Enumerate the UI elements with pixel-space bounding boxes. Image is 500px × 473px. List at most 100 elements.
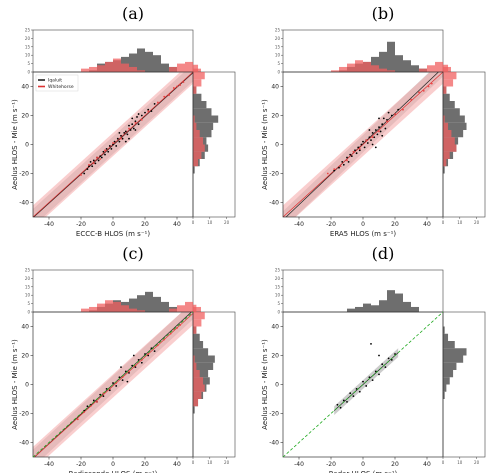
- top-histogram-bar: [395, 55, 403, 72]
- x-tick-label: -20: [326, 461, 336, 468]
- right-histogram-bar: [193, 406, 195, 414]
- right-histogram-bar: [443, 144, 457, 152]
- right-histogram-bar: [193, 122, 197, 130]
- data-point: [346, 401, 348, 403]
- y-tick-label: -20: [269, 171, 279, 178]
- data-point: [80, 174, 82, 176]
- right-histogram-bar: [443, 93, 450, 101]
- data-point: [336, 403, 339, 406]
- x-tick-label: 40: [173, 461, 181, 468]
- right-histogram-bar: [443, 151, 450, 159]
- top-histogram-bar: [185, 301, 193, 312]
- legend-box: [35, 74, 79, 92]
- chart-panel-4: (d) 0 5 10 15 20 25 0 10 20 -40 -20 0 20 40 -40 -20 0 20 40…: [261, 244, 486, 473]
- data-point: [140, 358, 143, 361]
- data-point: [363, 146, 366, 149]
- data-point: [358, 147, 361, 150]
- data-point: [140, 118, 143, 121]
- top-histogram-tick-label: 0: [277, 310, 280, 315]
- data-point: [384, 127, 387, 130]
- data-point: [113, 140, 116, 143]
- right-histogram-bar: [193, 341, 204, 349]
- data-point: [89, 405, 92, 408]
- data-point: [86, 405, 89, 408]
- top-histogram-tick-label: 0: [27, 310, 30, 315]
- x-axis-label: Radar HLOS (m s⁻¹): [329, 470, 398, 473]
- top-histogram-bar: [395, 293, 403, 312]
- top-histogram: 0 5 10 15 20 25: [25, 28, 201, 75]
- top-histogram-bar: [105, 300, 113, 312]
- top-histogram-bar: [347, 308, 355, 312]
- data-point: [153, 103, 156, 105]
- top-histogram-bar: [81, 308, 89, 312]
- fit-line: [34, 313, 193, 457]
- data-point: [365, 139, 368, 142]
- panel-label: (b): [372, 4, 395, 23]
- panel-label: (a): [122, 4, 144, 23]
- right-histogram: 0 10 20: [192, 304, 236, 465]
- data-point: [121, 376, 124, 379]
- data-point: [134, 120, 137, 123]
- right-histogram-bar: [193, 370, 209, 378]
- right-histogram-bar: [443, 370, 454, 378]
- x-tick-label: 0: [361, 461, 365, 468]
- y-tick-label: 20: [271, 353, 279, 360]
- y-tick-label: 40: [271, 324, 279, 331]
- chart-panel-2: (b) 0 5 10 15 20 25 0 10 20 -40 -20 0 20 40 -40 -20 0 20 40…: [261, 4, 486, 238]
- data-point: [387, 111, 390, 114]
- data-point: [112, 142, 114, 144]
- top-histogram-tick-label: 20: [25, 276, 31, 281]
- data-point: [342, 163, 345, 166]
- data-point: [120, 366, 122, 368]
- data-point: [140, 114, 143, 117]
- one-to-one-line: [32, 311, 194, 458]
- data-point: [123, 132, 126, 134]
- data-point: [134, 364, 137, 367]
- right-histogram: 0 10 20: [192, 64, 236, 225]
- right-histogram-bar: [443, 108, 460, 116]
- top-histogram-bar: [161, 301, 169, 312]
- data-point: [134, 129, 137, 131]
- top-histogram-tick-label: 0: [27, 70, 30, 75]
- top-histogram-bar: [129, 53, 137, 72]
- data-point: [134, 366, 137, 368]
- data-point: [136, 116, 138, 118]
- data-point: [362, 140, 364, 143]
- top-histogram-bar: [153, 55, 161, 72]
- data-point: [358, 149, 361, 152]
- top-histogram-bar: [105, 61, 113, 72]
- top-histogram-bar: [411, 65, 419, 72]
- scatter-plot: -40 -20 0 20 40 -40 -20 0 20 40 Radiosonde HLOS (m…: [11, 311, 194, 473]
- data-point: [373, 136, 376, 139]
- data-point: [102, 395, 105, 397]
- data-point: [115, 385, 118, 387]
- data-point: [397, 108, 400, 111]
- data-point: [381, 123, 384, 126]
- data-point: [339, 165, 342, 168]
- data-point: [128, 124, 130, 127]
- data-point: [118, 376, 121, 379]
- right-histogram-bar: [443, 72, 457, 80]
- right-histogram-bar: [443, 115, 445, 123]
- data-point: [121, 379, 124, 382]
- data-point: [360, 143, 363, 146]
- data-point: [394, 113, 396, 115]
- data-point: [163, 95, 166, 98]
- right-histogram-tick-label: 10: [457, 220, 463, 225]
- data-point: [339, 406, 342, 409]
- top-histogram-bar: [387, 41, 395, 72]
- right-histogram-bar: [443, 159, 447, 167]
- top-histogram: 0 5 10 15 20 25: [275, 28, 451, 75]
- top-histogram-tick-label: 10: [25, 293, 31, 298]
- x-axis-label: ERA5 HLOS (m s⁻¹): [330, 230, 396, 238]
- top-histogram-bar: [169, 308, 177, 312]
- data-point: [370, 139, 372, 142]
- data-point: [362, 380, 364, 383]
- y-tick-label: -40: [19, 200, 29, 207]
- data-point: [410, 98, 412, 101]
- top-histogram-tick-label: 25: [275, 268, 281, 273]
- right-histogram-bar: [443, 326, 445, 334]
- data-point: [365, 385, 368, 387]
- data-point: [394, 353, 396, 355]
- top-histogram-bar: [121, 63, 129, 72]
